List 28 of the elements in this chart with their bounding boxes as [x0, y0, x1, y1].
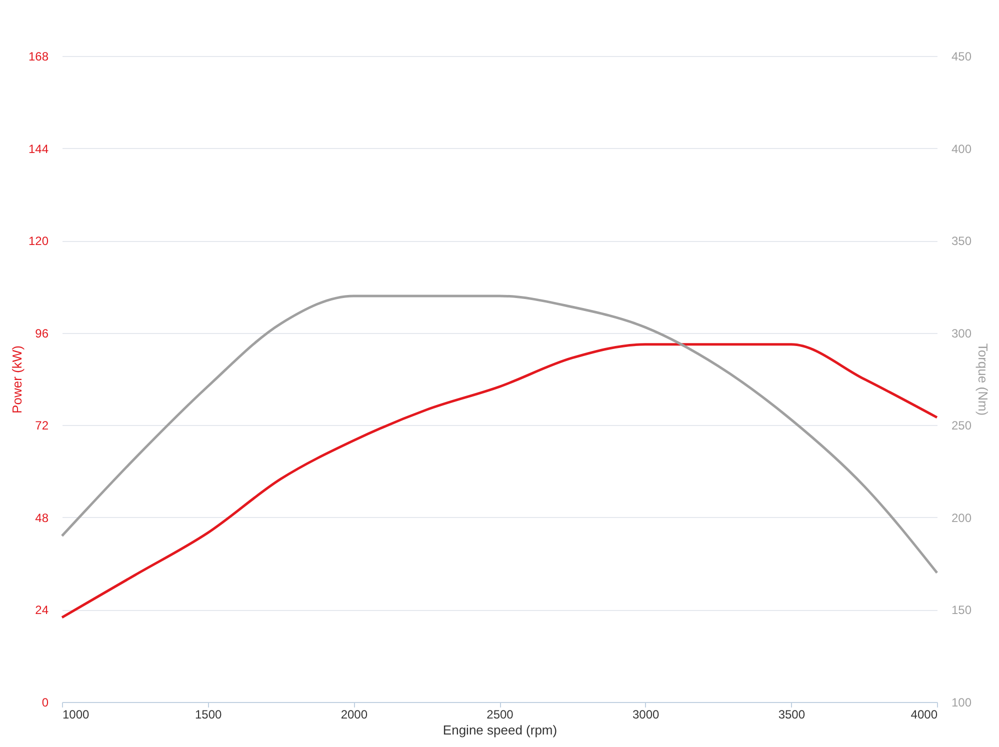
y-tick-label: 24	[35, 603, 49, 618]
y-tick-label: 144	[28, 142, 49, 156]
x-tick-label: 3500	[778, 708, 806, 722]
y-tick-label: 72	[35, 418, 49, 433]
y-tick-label: 96	[35, 326, 49, 340]
y2-tick-label: 250	[952, 418, 972, 433]
y2-tick-label: 400	[952, 142, 972, 156]
y2-axis-title: Torque (Nm)	[976, 343, 991, 416]
y2-tick-label: 350	[952, 234, 972, 248]
y2-tick-label: 100	[952, 696, 972, 710]
y-axis-title: Power (kW)	[9, 346, 24, 414]
x-tick-label: 1000	[62, 708, 90, 722]
y2-tick-label: 450	[952, 50, 972, 64]
y-tick-label: 48	[35, 510, 49, 525]
y2-tick-label: 150	[952, 603, 972, 618]
y-tick-label: 0	[42, 696, 49, 710]
y-tick-label: 168	[28, 50, 49, 64]
y2-tick-label: 200	[952, 510, 972, 525]
line-series	[60, 343, 938, 619]
x-tick-label: 2000	[340, 708, 368, 722]
x-tick-label: 3000	[632, 708, 660, 722]
y2-tick-label: 300	[952, 326, 972, 340]
x-tick-label: 2500	[486, 708, 514, 722]
line-series	[60, 294, 938, 574]
y-tick-label: 120	[28, 234, 49, 248]
x-tick-label: 4000	[910, 708, 938, 722]
x-tick-label: 1500	[194, 708, 222, 722]
x-axis-title: Engine speed (rpm)	[442, 722, 558, 738]
